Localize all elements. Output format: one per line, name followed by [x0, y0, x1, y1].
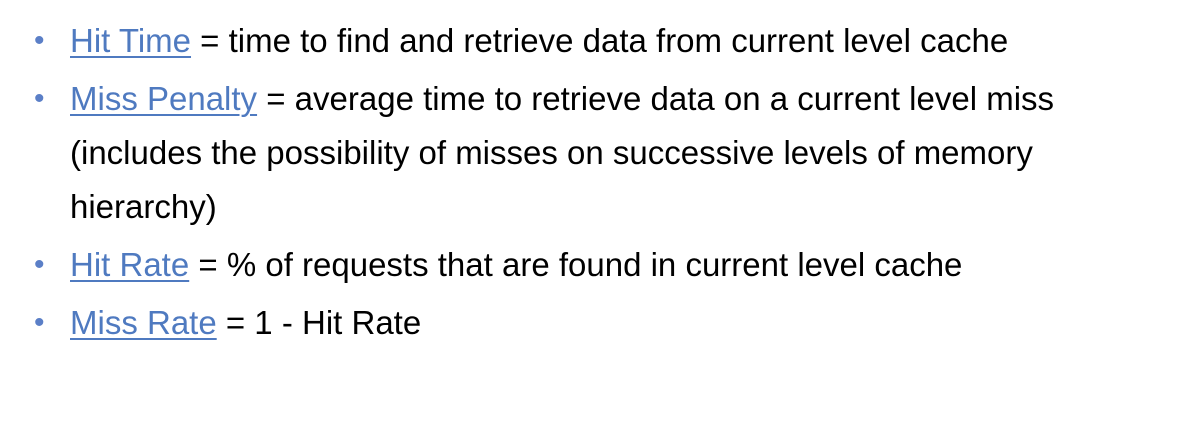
term-link-miss-penalty[interactable]: Miss Penalty: [70, 80, 258, 117]
bullet-icon: •: [34, 24, 45, 57]
bullet-icon: •: [34, 306, 45, 339]
bullet-icon: •: [34, 248, 45, 281]
term-link-hit-time[interactable]: Hit Time: [70, 22, 192, 59]
definition-text: = % of requests that are found in curren…: [189, 246, 963, 283]
term-link-hit-rate[interactable]: Hit Rate: [70, 246, 190, 283]
list-item-miss-rate: • Miss Rate = 1 - Hit Rate: [30, 296, 1160, 350]
definition-list: • Hit Time = time to find and retrieve d…: [30, 14, 1160, 354]
list-item-hit-time: • Hit Time = time to find and retrieve d…: [30, 14, 1160, 68]
list-item-miss-penalty: • Miss Penalty = average time to retriev…: [30, 72, 1160, 234]
list-item-hit-rate: • Hit Rate = % of requests that are foun…: [30, 238, 1160, 292]
bullet-icon: •: [34, 82, 45, 115]
term-link-miss-rate[interactable]: Miss Rate: [70, 304, 217, 341]
definition-text: = average time to retrieve data on a cur…: [70, 80, 1055, 225]
definition-text: = 1 - Hit Rate: [216, 304, 422, 341]
definition-text: = time to find and retrieve data from cu…: [191, 22, 1009, 59]
